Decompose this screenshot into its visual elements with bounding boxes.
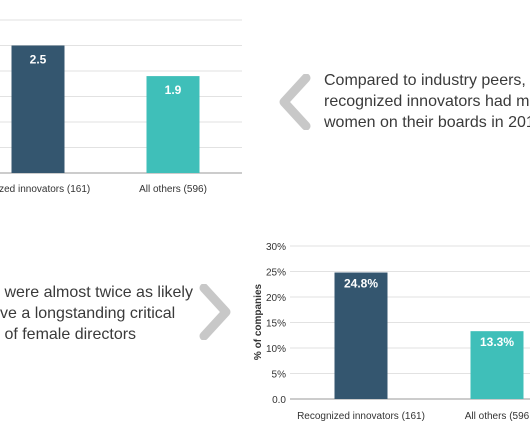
top-callout-line: recognized innovators had mo	[324, 93, 530, 110]
top-chart-value-label: 2.5	[30, 53, 47, 67]
bottom-chart-bars	[334, 272, 524, 399]
top-chart-bar	[146, 76, 200, 173]
bottom-chart-value-label: 13.3%	[480, 335, 514, 349]
top-chart-value-label: 1.9	[165, 83, 182, 97]
top-callout-line: women on their boards in 201	[324, 114, 530, 131]
top-chart-category-label: All others (596)	[139, 184, 207, 195]
bottom-chart-bar	[470, 331, 524, 399]
bottom-chart-y-tick-label: 15%	[266, 319, 286, 330]
top-chart-labels: 2.5 gnized innovators (161) 1.9 All others …	[0, 53, 207, 196]
bottom-chart-y-tick-label: 5%	[272, 370, 287, 381]
bottom-chart-category-label: Recognized innovators (161)	[297, 411, 425, 422]
top-chart-bars	[11, 45, 200, 173]
top-chart-category-label: gnized innovators (161)	[0, 184, 90, 195]
bottom-chart-y-ticks: 0.0 5% 10% 15% 20% 25% 30%	[266, 242, 286, 406]
bottom-callout-line: of female directors	[0, 326, 137, 343]
bottom-callout-line: were almost twice as likely	[0, 284, 193, 301]
bottom-chart-y-tick-label: 0.0	[272, 395, 286, 406]
top-callout-line: Compared to industry peers,	[324, 72, 526, 89]
bottom-chart-labels: 24.8% Recognized innovators (161) 13.3% All…	[297, 277, 530, 422]
chevron-left-icon	[279, 74, 311, 130]
bottom-callout-line: ve a longstanding critical	[0, 305, 176, 322]
bottom-chart-y-tick-label: 25%	[266, 268, 286, 279]
bottom-callout-text: were almost twice as likely ve a longsta…	[0, 282, 193, 345]
bottom-chart-value-label: 24.8%	[344, 277, 378, 291]
chevron-right-icon	[199, 284, 231, 340]
top-chart-bar	[11, 45, 65, 173]
bottom-chart-bar	[334, 272, 388, 399]
top-callout-text: Compared to industry peers, recognized i…	[324, 70, 530, 133]
bottom-chart-y-tick-label: 30%	[266, 242, 286, 253]
bottom-chart-category-label: All others (596	[465, 411, 530, 422]
bottom-chart-y-tick-label: 10%	[266, 344, 286, 355]
bottom-chart-gridlines	[290, 245, 530, 400]
bottom-chart-y-tick-label: 20%	[266, 293, 286, 304]
bottom-chart-y-axis-label: % of companies	[253, 284, 264, 361]
